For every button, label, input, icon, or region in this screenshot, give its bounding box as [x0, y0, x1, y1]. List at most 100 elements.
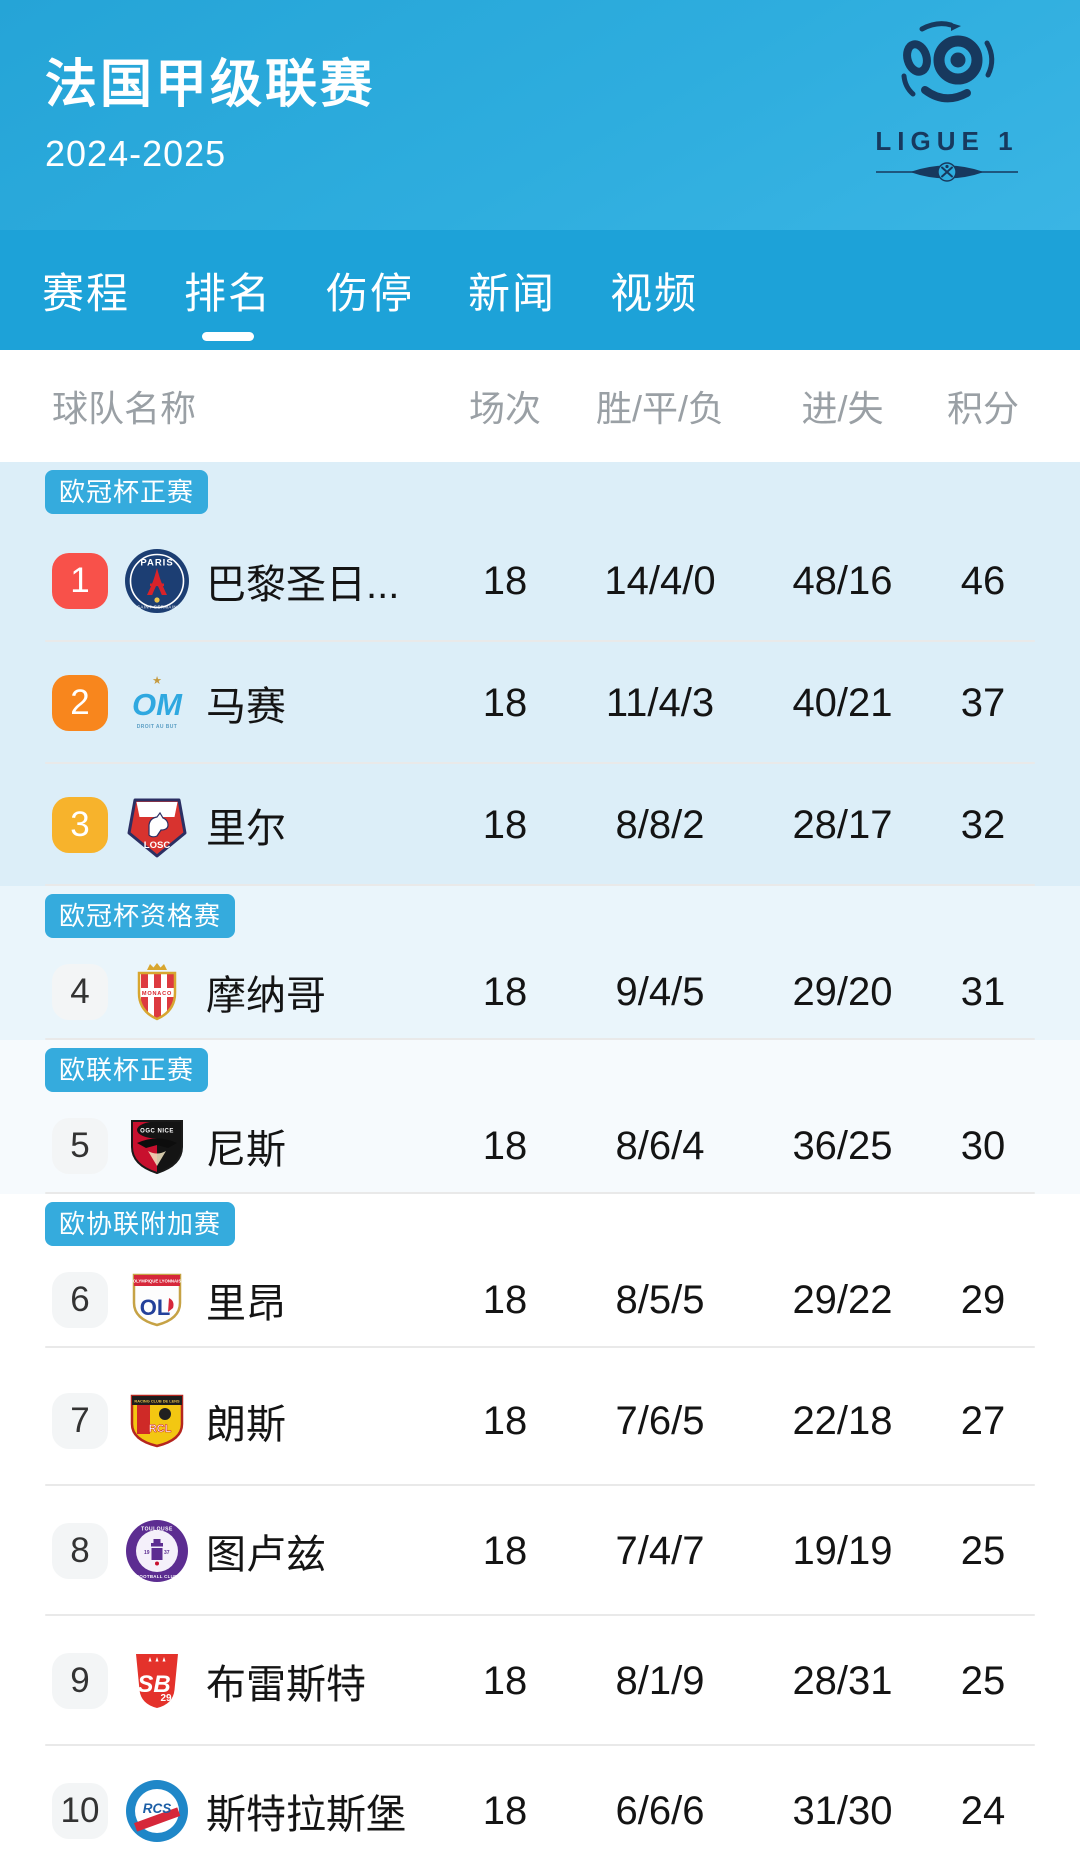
points-value: 32	[960, 802, 1006, 847]
played-value: 18	[482, 1277, 528, 1322]
tab-bar: 赛程 排名 伤停 新闻 视频	[0, 230, 1080, 350]
team-name: 里昂	[206, 1282, 286, 1326]
rank-badge: 2	[52, 675, 108, 731]
rank-badge: 1	[52, 553, 108, 609]
points-value: 46	[960, 558, 1006, 603]
svg-text:OL: OL	[140, 1295, 171, 1320]
standings-body: 欧冠杯正赛 1 PARIS SAINT-GERMAIN 巴黎圣日... 18 14/4/0 4…	[0, 462, 1080, 1876]
goals-value: 28/17	[792, 802, 893, 847]
table-row[interactable]: 4 MONACO 摩纳哥 18 9/4/5 29/20 31	[0, 944, 1080, 1040]
wdl-value: 8/5/5	[615, 1277, 705, 1322]
wdl-value: 14/4/0	[604, 558, 716, 603]
column-header-team: 球队名称	[52, 388, 197, 429]
wdl-value: 7/6/5	[615, 1398, 705, 1443]
svg-text:29: 29	[160, 1693, 172, 1704]
svg-text:TOULOUSE: TOULOUSE	[141, 1527, 173, 1533]
column-header-goals: 进/失	[801, 388, 884, 429]
season-label: 2024-2025	[45, 133, 227, 174]
team-name: 巴黎圣日...	[206, 563, 400, 607]
points-value: 29	[960, 1277, 1006, 1322]
column-header-played: 场次	[468, 388, 541, 429]
played-value: 18	[482, 680, 528, 725]
page-title: 法国甲级联赛	[45, 56, 376, 114]
wdl-value: 9/4/5	[615, 969, 705, 1014]
svg-text:RACING CLUB DE LENS: RACING CLUB DE LENS	[134, 1399, 180, 1404]
played-value: 18	[482, 1398, 528, 1443]
lens-crest-icon: RACING CLUB DE LENS RCL	[124, 1388, 190, 1454]
points-value: 27	[960, 1398, 1006, 1443]
wdl-value: 8/6/4	[615, 1123, 705, 1168]
svg-text:OM: OM	[132, 687, 183, 722]
svg-text:PARIS: PARIS	[140, 558, 173, 569]
qualification-zone: 欧冠杯正赛 1 PARIS SAINT-GERMAIN 巴黎圣日... 18 14/4/0 4…	[0, 462, 1080, 886]
wdl-value: 6/6/6	[615, 1788, 705, 1833]
svg-text:37: 37	[164, 1550, 170, 1556]
points-value: 24	[960, 1788, 1006, 1833]
section-badge: 欧联杯正赛	[45, 1048, 209, 1092]
svg-text:DROIT AU BUT: DROIT AU BUT	[137, 724, 177, 730]
team-name: 斯特拉斯堡	[206, 1793, 406, 1837]
ligue1-logo: LIGUE 1	[872, 18, 1022, 185]
table-row[interactable]: 5 OGC NICE 尼斯 18 8/6/4 36/25 30	[0, 1098, 1080, 1194]
qualification-zone: 欧联杯正赛 5 OGC NICE 尼斯 18 8/6/4 36/25 30	[0, 1040, 1080, 1194]
svg-text:RCL: RCL	[149, 1423, 172, 1435]
goals-value: 22/18	[792, 1398, 893, 1443]
rank-badge: 4	[52, 964, 108, 1020]
played-value: 18	[482, 969, 528, 1014]
table-row[interactable]: 7 RACING CLUB DE LENS RCL 朗斯 18 7/6/5 22/18 27	[0, 1356, 1080, 1486]
marseille-crest-icon: ★ OM DROIT AU BUT	[124, 670, 190, 736]
points-value: 31	[960, 969, 1006, 1014]
tab-news[interactable]: 新闻	[468, 269, 557, 317]
lyon-crest-icon: OLYMPIQUE LYONNAIS OL	[124, 1267, 190, 1333]
svg-text:★: ★	[152, 675, 162, 687]
section-badge: 欧冠杯正赛	[45, 470, 209, 514]
goals-value: 31/30	[792, 1788, 893, 1833]
team-name: 图卢兹	[206, 1533, 326, 1577]
svg-text:MONACO: MONACO	[142, 991, 172, 997]
goals-value: 48/16	[792, 558, 893, 603]
played-value: 18	[482, 1788, 528, 1833]
svg-text:19: 19	[144, 1550, 150, 1556]
points-value: 30	[960, 1123, 1006, 1168]
table-row[interactable]: 9 SB 29 布雷斯特 18 8/1/9 28/31 25	[0, 1616, 1080, 1746]
ligue1-logo-text: LIGUE 1	[875, 126, 1019, 156]
rank-badge: 3	[52, 797, 108, 853]
table-row[interactable]: 1 PARIS SAINT-GERMAIN 巴黎圣日... 18 14/4/0 48/16 4…	[0, 520, 1080, 642]
goals-value: 29/22	[792, 1277, 893, 1322]
wdl-value: 7/4/7	[615, 1528, 705, 1573]
brest-crest-icon: SB 29	[124, 1648, 190, 1714]
rank-badge: 6	[52, 1272, 108, 1328]
played-value: 18	[482, 1658, 528, 1703]
rank-badge: 10	[52, 1783, 108, 1839]
standings-table: 球队名称 场次 胜/平/负 进/失 积分 欧冠杯正赛 1 PARIS SAINT-GE…	[0, 350, 1080, 1876]
goals-value: 36/25	[792, 1123, 893, 1168]
team-name: 尼斯	[206, 1128, 286, 1172]
svg-text:OLYMPIQUE LYONNAIS: OLYMPIQUE LYONNAIS	[133, 1279, 182, 1284]
rank-badge: 7	[52, 1393, 108, 1449]
svg-text:SB: SB	[137, 1671, 170, 1698]
section-badge: 欧冠杯资格赛	[45, 894, 236, 938]
tab-injuries[interactable]: 伤停	[326, 269, 415, 317]
points-value: 25	[960, 1658, 1006, 1703]
table-row[interactable]: 3 LOSC 里尔 18 8/8/2 28/17 32	[0, 764, 1080, 886]
tab-videos[interactable]: 视频	[610, 269, 699, 317]
section-badge: 欧协联附加赛	[45, 1202, 236, 1246]
played-value: 18	[482, 1528, 528, 1573]
rank-badge: 5	[52, 1118, 108, 1174]
svg-text:LOSC: LOSC	[144, 840, 171, 851]
svg-text:OGC NICE: OGC NICE	[140, 1129, 174, 1135]
tab-schedule[interactable]: 赛程	[42, 269, 131, 317]
table-row[interactable]: 2 ★ OM DROIT AU BUT 马赛 18 11/4/3 40/21 37	[0, 642, 1080, 764]
ligue1-ball-icon	[901, 21, 995, 103]
points-value: 25	[960, 1528, 1006, 1573]
table-row[interactable]: 10 RCS 斯特拉斯堡 18 6/6/6 31/30 24	[0, 1746, 1080, 1876]
column-header-points: 积分	[946, 388, 1019, 429]
goals-value: 28/31	[792, 1658, 893, 1703]
column-header-wdl: 胜/平/负	[595, 388, 724, 429]
table-row[interactable]: 6 OLYMPIQUE LYONNAIS OL 里昂 18 8/5/5 29/22 29	[0, 1252, 1080, 1348]
team-name: 马赛	[206, 685, 286, 729]
tab-standings[interactable]: 排名	[184, 230, 272, 350]
table-row[interactable]: 8 TOULOUSE FOOTBALL CLUB 19 37 图卢兹 18 7/4/7 19/1…	[0, 1486, 1080, 1616]
monaco-crest-icon: MONACO	[124, 959, 190, 1025]
table-header: 球队名称 场次 胜/平/负 进/失 积分	[0, 350, 1080, 462]
